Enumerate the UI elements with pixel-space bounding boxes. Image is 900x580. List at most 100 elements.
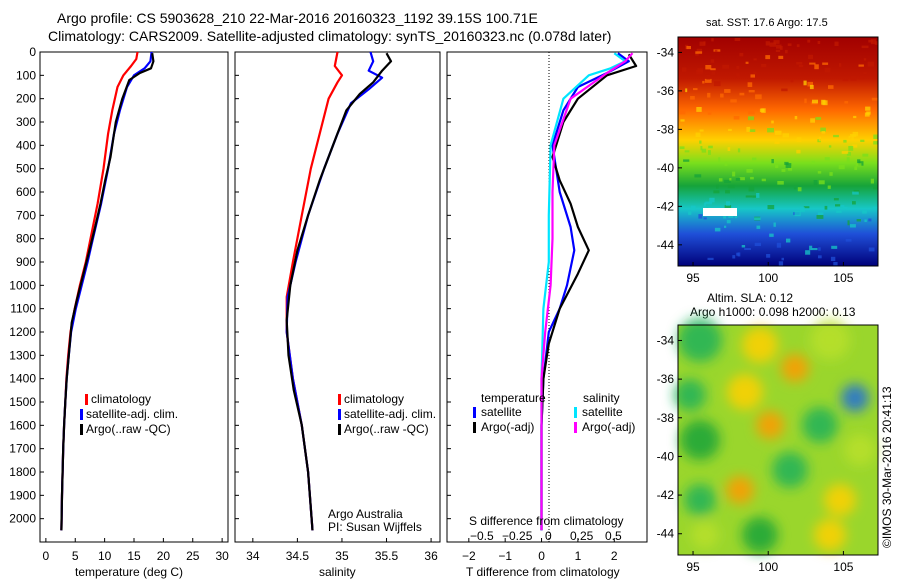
sst-pixel bbox=[852, 201, 856, 205]
sla-blob bbox=[824, 484, 856, 516]
sst-pixel bbox=[813, 180, 818, 185]
sst-pixel bbox=[732, 255, 736, 259]
sst-pixel bbox=[773, 40, 780, 44]
x-tick-label: −2 bbox=[462, 549, 476, 563]
salinity-difference-ticks: −0.5 −0.25 0 0.25 0.5 bbox=[470, 529, 622, 543]
sst-pixel bbox=[796, 44, 800, 48]
depth-tick-label: 1300 bbox=[9, 348, 36, 362]
sst-pixel bbox=[808, 54, 813, 60]
map-y-tick-label: -40 bbox=[657, 161, 675, 175]
map-y-tick-label: -36 bbox=[657, 84, 675, 98]
map-x-tick-label: 105 bbox=[833, 560, 853, 574]
legend-label-argo: Argo(..raw -QC) bbox=[86, 422, 171, 436]
sst-pixel bbox=[755, 94, 762, 100]
legend-label-climatology: climatology bbox=[91, 392, 151, 406]
difference-axis-ticks: −2 −1 0 1 2 bbox=[462, 538, 618, 563]
legend-swatch-t-argo bbox=[473, 422, 476, 433]
sst-pixel bbox=[736, 252, 739, 256]
sst-pixel bbox=[836, 210, 842, 213]
sst-pixel bbox=[868, 218, 872, 222]
sst-pixel bbox=[815, 117, 822, 120]
sst-pixel bbox=[720, 93, 724, 98]
series-line-t-satellite bbox=[540, 52, 630, 531]
sst-pixel bbox=[842, 79, 849, 82]
sst-pixel bbox=[754, 217, 761, 220]
sst-pixel bbox=[804, 98, 807, 104]
sst-pixel bbox=[863, 72, 867, 75]
sst-pixel bbox=[796, 149, 801, 154]
legend-label-argo: Argo(..raw -QC) bbox=[344, 422, 429, 436]
sst-pixel bbox=[734, 214, 738, 219]
depth-tick-label: 800 bbox=[16, 232, 36, 246]
temperature-xlabel: temperature (deg C) bbox=[75, 565, 183, 579]
sst-pixel bbox=[698, 214, 703, 219]
sla-blob bbox=[802, 407, 838, 443]
sst-pixel bbox=[694, 174, 702, 178]
series-line-s-satellite bbox=[540, 52, 627, 531]
map-x-tick-label: 105 bbox=[833, 271, 853, 285]
legend-swatch-climatology bbox=[338, 394, 341, 405]
sst-pixel bbox=[817, 41, 821, 44]
sst-pixel bbox=[724, 161, 728, 166]
legend-header-salinity: salinity bbox=[583, 391, 620, 405]
s-tick-2: −0.25 bbox=[502, 529, 533, 543]
sst-pixel bbox=[748, 90, 755, 93]
sst-pixel bbox=[700, 146, 703, 151]
temperature-series bbox=[60, 51, 155, 531]
depth-tick-label: 300 bbox=[16, 115, 36, 129]
sst-pixel bbox=[850, 75, 857, 81]
sst-pixel bbox=[739, 177, 745, 181]
sst-pixel bbox=[704, 78, 712, 83]
legend-label-s-argo: Argo(-adj) bbox=[582, 420, 635, 434]
sst-pixel bbox=[839, 63, 842, 67]
sst-pixel bbox=[769, 233, 774, 237]
sst-pixel bbox=[771, 120, 774, 124]
series-line-argo-raw-qc- bbox=[285, 52, 393, 531]
sst-pixel bbox=[787, 43, 792, 46]
sst-pixel bbox=[868, 39, 873, 43]
sla-blob bbox=[726, 476, 754, 504]
sst-pixel bbox=[785, 163, 792, 168]
sst-pixel bbox=[774, 141, 780, 144]
legend-swatch-s-argo bbox=[574, 422, 577, 433]
sst-pixel bbox=[822, 62, 829, 65]
sst-pixel bbox=[858, 64, 864, 67]
legend-label-s-satellite: satellite bbox=[582, 405, 623, 419]
sst-pixel bbox=[848, 135, 851, 139]
sla-blob bbox=[756, 411, 784, 439]
sst-pixel bbox=[741, 245, 746, 248]
sst-pixel bbox=[860, 139, 865, 142]
sla-blob bbox=[674, 379, 706, 411]
temperature-panel: 0100200300400500600700800900100011001200… bbox=[9, 45, 229, 579]
sst-pixel bbox=[767, 205, 775, 210]
sst-pixel bbox=[696, 48, 703, 53]
sst-pixel bbox=[756, 193, 760, 198]
sst-pixel bbox=[835, 204, 841, 207]
depth-tick-label: 1200 bbox=[9, 325, 36, 339]
sst-pixel bbox=[705, 201, 713, 205]
sst-pixel bbox=[781, 169, 786, 172]
sla-map-panel: Altim. SLA: 0.12 Argo h1000: 0.098 h2000… bbox=[657, 291, 879, 574]
x-tick-label: 2 bbox=[611, 549, 618, 563]
sst-pixel bbox=[767, 128, 774, 133]
depth-tick-label: 900 bbox=[16, 255, 36, 269]
legend-label-t-argo: Argo(-adj) bbox=[481, 420, 534, 434]
depth-tick-label: 1100 bbox=[10, 302, 36, 316]
sst-pixel bbox=[761, 64, 767, 68]
sst-pixel bbox=[865, 106, 871, 111]
sst-pixel bbox=[803, 80, 807, 86]
map-x-tick-label: 95 bbox=[686, 271, 700, 285]
sst-pixel bbox=[724, 89, 731, 93]
depth-tick-label: 1400 bbox=[9, 372, 36, 386]
sst-pixel bbox=[841, 151, 849, 154]
sst-pixel bbox=[861, 45, 869, 49]
sst-pixel bbox=[818, 136, 821, 142]
sst-pixel bbox=[794, 211, 801, 217]
sst-pixel bbox=[752, 195, 756, 198]
sst-pixel bbox=[745, 195, 753, 198]
sst-pixel bbox=[809, 245, 813, 251]
sst-pixel bbox=[688, 211, 692, 215]
sst-pixel bbox=[862, 210, 867, 214]
x-tick-label: 35 bbox=[335, 549, 349, 563]
sst-pixel bbox=[680, 119, 685, 122]
